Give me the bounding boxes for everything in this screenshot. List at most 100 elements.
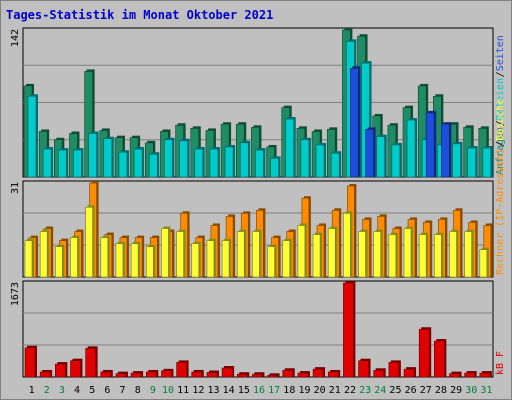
x-tick-label-day-2: 2: [44, 385, 50, 396]
x-tick-label-day-18: 18: [283, 385, 295, 396]
x-tick-label-day-29: 29: [450, 385, 462, 396]
x-tick-label-day-5: 5: [89, 385, 95, 396]
bar-requests-dateien-day-19: [300, 139, 310, 178]
bar-traffic-kb-f-day-22: [343, 282, 354, 378]
bar-traffic-kb-f-day-13: [206, 372, 218, 378]
bar-requests-dateien-day-6: [103, 138, 113, 178]
bar-hosts-besuche-day-12: [191, 243, 200, 278]
bar-hosts-besuche-day-7: [115, 243, 124, 278]
x-tick-label-day-26: 26: [405, 385, 417, 396]
bar-requests-dateien-day-17: [270, 158, 279, 178]
bar-hosts-besuche-day-20: [312, 234, 321, 278]
bar-traffic-kb-f-day-14: [221, 367, 233, 378]
bar-traffic-kb-f-day-18: [282, 369, 294, 378]
legend-anfragen: Anfragen: [495, 127, 506, 175]
x-tick-label-day-27: 27: [420, 385, 432, 396]
bar-requests-dateien-day-1: [27, 95, 37, 178]
bar-hosts-besuche-day-29: [449, 231, 457, 278]
bar-requests-seiten-day-27: [425, 112, 435, 178]
bar-traffic-kb-f-day-16: [252, 373, 263, 378]
bar-requests-dateien-day-24: [376, 136, 386, 178]
bar-requests-dateien-day-7: [118, 151, 128, 178]
x-tick-label-day-12: 12: [192, 385, 204, 396]
bar-requests-dateien-day-26: [406, 119, 416, 178]
bar-requests-dateien-day-10: [164, 139, 173, 178]
x-tick-label-day-16: 16: [253, 385, 265, 396]
bar-requests-dateien-day-11: [179, 140, 188, 178]
bar-traffic-kb-f-day-8: [130, 372, 142, 378]
bar-traffic-kb-f-day-25: [388, 362, 400, 378]
bar-traffic-kb-f-day-1: [24, 347, 36, 378]
bar-traffic-kb-f-day-27: [418, 328, 430, 378]
bar-requests-dateien-day-14: [224, 146, 234, 178]
x-tick-label-day-15: 15: [238, 385, 250, 396]
bar-requests-dateien-day-4: [73, 149, 82, 178]
x-tick-label-day-13: 13: [207, 385, 219, 396]
bar-requests-dateien-day-2: [42, 148, 52, 178]
panel-traffic-area: [22, 280, 494, 378]
x-tick-label-day-10: 10: [162, 385, 174, 396]
bar-traffic-kb-f-day-23: [358, 360, 369, 378]
x-tick-label-day-25: 25: [389, 385, 401, 396]
bar-hosts-besuche-day-2: [39, 231, 48, 278]
bar-traffic-kb-f-day-26: [403, 368, 415, 378]
x-tick-label-day-31: 31: [480, 385, 492, 396]
x-tick-label-day-9: 9: [150, 385, 156, 396]
bar-requests-dateien-day-13: [209, 148, 219, 178]
x-tick-label-day-17: 17: [268, 385, 280, 396]
bar-traffic-kb-f-day-20: [312, 368, 324, 378]
x-tick-label-day-24: 24: [374, 385, 386, 396]
bar-hosts-besuche-day-5: [85, 206, 93, 278]
bar-traffic-kb-f-day-29: [449, 373, 460, 378]
legend-seiten: Seiten: [495, 35, 506, 71]
bar-requests-dateien-day-20: [315, 144, 325, 178]
bar-requests-dateien-day-31: [482, 147, 492, 178]
bar-traffic-kb-f-day-21: [327, 371, 339, 378]
bar-hosts-besuche-day-24: [373, 231, 382, 278]
x-tick-label-day-8: 8: [135, 385, 141, 396]
bar-requests-dateien-day-12: [194, 148, 204, 178]
bar-traffic-kb-f-day-10: [161, 370, 172, 378]
bar-traffic-kb-f-day-7: [115, 373, 127, 378]
bar-requests-dateien-day-15: [239, 142, 249, 178]
bar-traffic-kb-f-day-19: [297, 372, 309, 378]
legend-besuche: Besuche: [495, 99, 506, 141]
bar-hosts-besuche-day-18: [282, 240, 291, 278]
bar-hosts-besuche-day-31: [479, 249, 488, 278]
bar-hosts-besuche-day-30: [464, 231, 472, 278]
bar-hosts-besuche-day-22: [343, 213, 351, 278]
legend-rechner-ip-adressen-: Rechner (IP-Adressen): [495, 149, 506, 275]
x-tick-label-day-6: 6: [104, 385, 110, 396]
bar-hosts-besuche-day-9: [145, 246, 154, 278]
x-tick-label-day-20: 20: [314, 385, 326, 396]
bar-hosts-besuche-day-11: [176, 231, 184, 278]
legend-dateien: Dateien: [495, 78, 506, 120]
bar-hosts-besuche-day-28: [434, 234, 442, 278]
bar-hosts-besuche-day-8: [130, 243, 139, 278]
bar-requests-seiten-day-22: [350, 68, 359, 178]
bar-traffic-kb-f-day-12: [191, 371, 203, 378]
x-tick-label-day-3: 3: [59, 385, 65, 396]
bar-traffic-kb-f-day-28: [434, 340, 445, 378]
bar-requests-dateien-day-18: [285, 118, 295, 178]
x-tick-label-day-7: 7: [120, 385, 126, 396]
bar-requests-seiten-day-23: [365, 129, 374, 178]
bar-hosts-besuche-day-23: [358, 231, 366, 278]
bar-traffic-kb-f-day-31: [479, 372, 491, 378]
bar-requests-dateien-day-9: [148, 153, 158, 178]
bar-hosts-besuche-day-15: [236, 231, 245, 278]
bar-hosts-besuche-day-16: [252, 231, 260, 278]
bar-hosts-besuche-day-1: [24, 240, 33, 278]
legend-kb-f: kB F: [495, 351, 506, 375]
x-tick-label-day-14: 14: [223, 385, 235, 396]
bar-hosts-besuche-day-26: [403, 228, 412, 278]
x-tick-label-day-28: 28: [435, 385, 447, 396]
bar-requests-dateien-day-5: [88, 133, 97, 178]
bar-requests-dateien-day-8: [133, 148, 143, 178]
bar-traffic-kb-f-day-17: [267, 375, 278, 378]
bar-traffic-kb-f-day-3: [55, 363, 66, 378]
x-tick-label-day-4: 4: [74, 385, 80, 396]
bar-hosts-besuche-day-17: [267, 246, 275, 278]
bar-requests-dateien-day-30: [467, 147, 476, 178]
